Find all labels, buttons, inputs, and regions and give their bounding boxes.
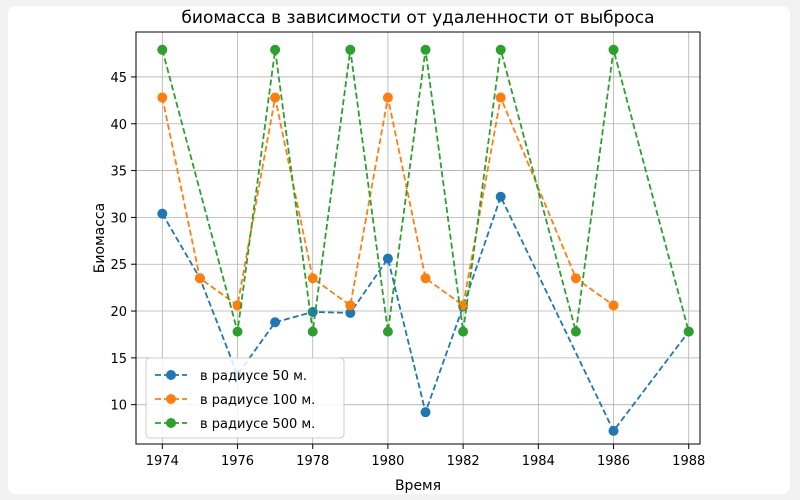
- x-tick-label: 1976: [221, 454, 254, 469]
- legend-label-500: в радиусе 500 м.: [200, 417, 315, 432]
- y-tick-label: 45: [110, 71, 127, 86]
- data-point: [495, 92, 506, 103]
- x-tick-label: 1984: [522, 454, 555, 469]
- data-point: [458, 326, 469, 337]
- series-3: [157, 44, 694, 337]
- data-point: [495, 44, 506, 55]
- data-point: [157, 92, 168, 103]
- data-point: [495, 191, 506, 202]
- series-line: [161, 49, 690, 332]
- data-point: [307, 273, 318, 284]
- legend-box: [145, 357, 345, 439]
- y-tick-label: 40: [110, 118, 127, 133]
- y-axis-label: Биомасса: [92, 203, 108, 273]
- data-point: [608, 425, 619, 436]
- data-point: [608, 300, 619, 311]
- data-point: [270, 92, 281, 103]
- x-tick-label: 1974: [146, 454, 179, 469]
- data-point: [157, 44, 168, 55]
- y-ticks: 10 15 20 25 30 35 40 45: [110, 71, 136, 414]
- y-tick-label: 15: [110, 352, 127, 367]
- data-point: [382, 253, 393, 264]
- series-2: [157, 92, 619, 311]
- data-point: [194, 273, 205, 284]
- x-tick-label: 1988: [672, 454, 705, 469]
- data-point: [420, 407, 431, 418]
- data-point: [382, 92, 393, 103]
- x-tick-label: 1982: [447, 454, 480, 469]
- legend-label-50: в радиусе 50 м.: [200, 369, 307, 384]
- data-point: [307, 326, 318, 337]
- data-point: [345, 307, 356, 318]
- x-tick-label: 1986: [597, 454, 630, 469]
- data-point: [345, 300, 356, 311]
- y-tick-label: 25: [110, 258, 127, 273]
- y-tick-label: 35: [110, 165, 127, 180]
- series-line: [161, 94, 615, 307]
- series-layer: [157, 44, 694, 436]
- chart-title: биомасса в зависимости от удаленности от…: [181, 8, 654, 28]
- y-tick-label: 20: [110, 305, 127, 320]
- series-line: [161, 194, 690, 433]
- data-point: [345, 44, 356, 55]
- data-point: [570, 326, 581, 337]
- figure-frame: [8, 6, 790, 494]
- legend-entry-500: в радиусе 500 м.: [155, 417, 315, 432]
- data-point: [382, 326, 393, 337]
- data-point: [270, 317, 281, 328]
- x-tick-label: 1980: [371, 454, 404, 469]
- data-point: [608, 44, 619, 55]
- legend-label-100: в радиусе 100 м.: [200, 393, 315, 408]
- data-point: [157, 208, 168, 219]
- legend-entry-100: в радиусе 100 м.: [155, 393, 315, 408]
- x-ticks: 1974 1976 1978 1980 1982 1984 1986 1988: [146, 444, 705, 469]
- data-point: [683, 326, 694, 337]
- data-point: [420, 273, 431, 284]
- data-point: [420, 44, 431, 55]
- plot-frame: [135, 31, 701, 445]
- legend-entry-50: в радиусе 50 м.: [155, 369, 307, 384]
- y-tick-label: 10: [110, 399, 127, 414]
- data-point: [570, 273, 581, 284]
- x-tick-label: 1978: [296, 454, 329, 469]
- data-point: [232, 326, 243, 337]
- legend: в радиусе 50 м. в радиусе 100 м. в радиу…: [145, 357, 345, 439]
- data-point: [270, 44, 281, 55]
- x-axis-label: Время: [395, 478, 441, 494]
- y-tick-label: 30: [110, 211, 127, 226]
